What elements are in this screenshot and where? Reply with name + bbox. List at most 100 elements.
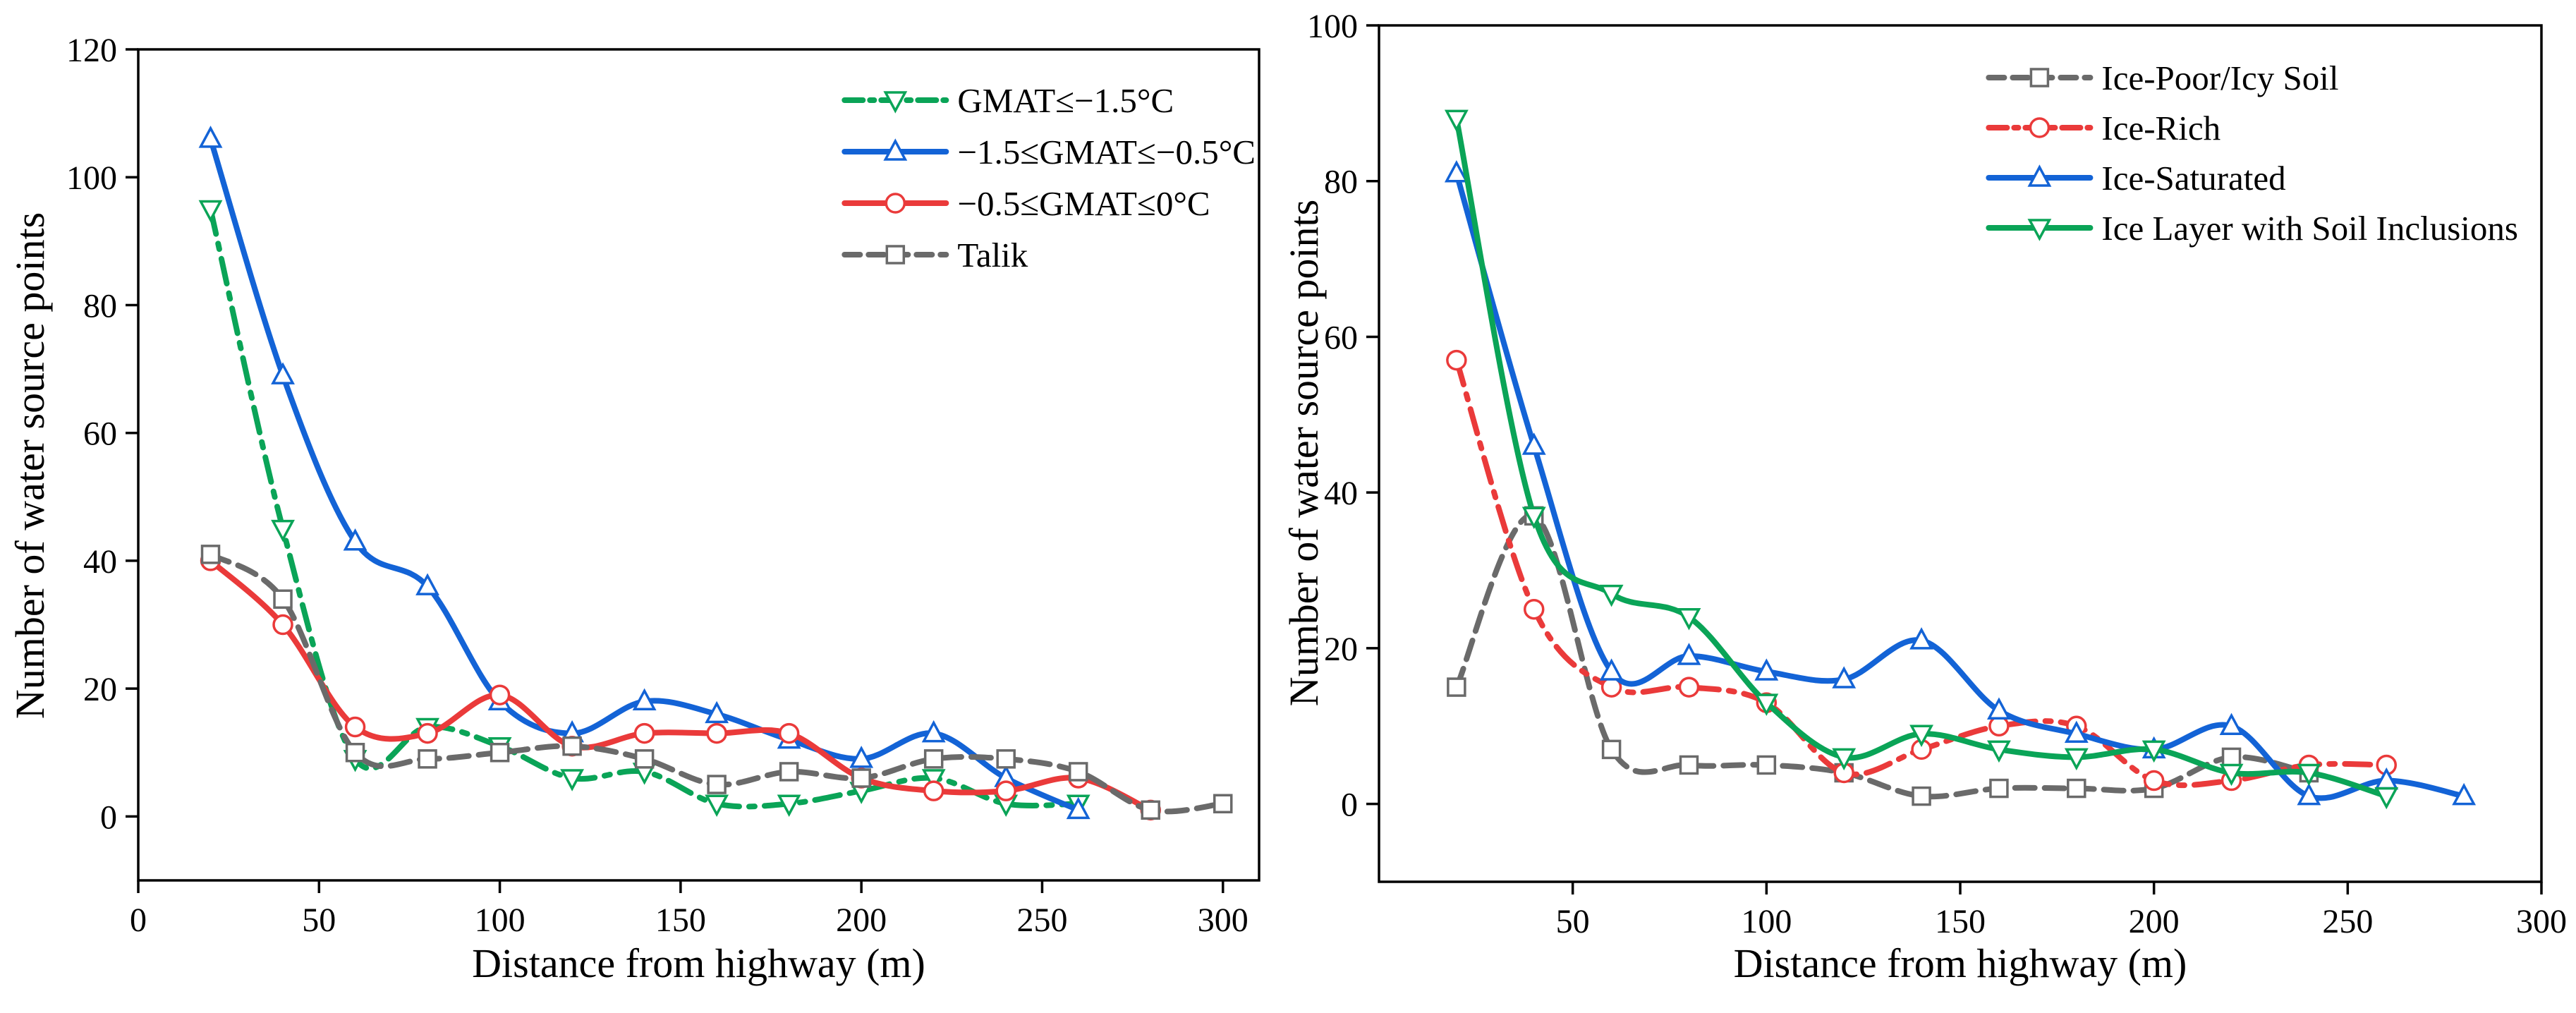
data-point: [2064, 720, 2089, 744]
left-chart-panel: 0 50 100 150 200 250 300 0 20 40 60 80 100 120 Distanc…: [7, 32, 1260, 986]
x-tick-label: 200: [836, 902, 887, 939]
x-tick-label: 100: [475, 902, 525, 939]
data-point: [1141, 800, 1160, 820]
data-point: [418, 749, 437, 769]
data-point: [706, 722, 727, 744]
data-point: [562, 736, 582, 756]
data-point: [2219, 712, 2244, 736]
data-point: [2141, 740, 2166, 763]
x-tick-label: 200: [2129, 903, 2180, 940]
legend-label: Ice-Saturated: [2101, 159, 2285, 198]
data-point: [490, 743, 510, 763]
y-axis-title: Number of water source points: [7, 212, 53, 719]
data-point: [271, 362, 295, 384]
data-point: [632, 688, 657, 711]
data-point: [1213, 794, 1233, 814]
data-point: [2067, 778, 2086, 799]
data-point: [1912, 786, 1931, 806]
y-tick-label: 60: [1324, 319, 1358, 356]
legend-marker: [2029, 117, 2051, 138]
data-point: [705, 700, 729, 724]
data-point: [1989, 778, 2009, 799]
y-tick-label: 40: [83, 543, 117, 581]
legend-label: Ice-Poor/Icy Soil: [2101, 59, 2338, 97]
series-3: [1444, 159, 2477, 806]
data-point: [1987, 740, 2011, 763]
data-point: [1678, 677, 1700, 698]
data-point: [995, 780, 1016, 801]
data-point: [1677, 643, 1701, 665]
data-point: [1679, 755, 1699, 775]
data-point: [415, 573, 439, 595]
data-point: [2452, 782, 2477, 806]
data-point: [345, 743, 365, 763]
data-point: [1756, 755, 1777, 775]
series-4: [200, 545, 1233, 820]
data-point: [417, 722, 438, 744]
plot-frame: [137, 48, 1260, 882]
y-tick-label: 120: [66, 32, 117, 69]
data-point: [198, 200, 223, 223]
y-tick-label: 40: [1324, 475, 1358, 512]
legend-label: Ice-Rich: [2101, 109, 2220, 147]
data-point: [851, 768, 871, 788]
data-point: [1444, 109, 1469, 133]
series-3: [200, 550, 1161, 821]
data-point: [777, 794, 801, 817]
legend: Ice-Poor/Icy Soil Ice-Rich Ice-Saturated Ic…: [1986, 59, 2518, 248]
data-point: [2221, 747, 2242, 768]
x-tick-label: 0: [130, 902, 147, 939]
data-point: [1909, 724, 1933, 748]
data-point: [779, 762, 799, 782]
data-point: [921, 769, 946, 791]
data-point: [705, 794, 729, 817]
data-point: [344, 716, 366, 738]
data-point: [1599, 584, 1624, 607]
x-tick-label: 250: [2322, 903, 2373, 940]
data-point: [2297, 782, 2321, 806]
data-point: [634, 749, 655, 769]
data-point: [1523, 598, 1545, 620]
data-point: [1601, 739, 1622, 760]
data-point: [1447, 677, 1466, 697]
x-tick-label: 250: [1016, 902, 1067, 939]
legend-label: Talik: [957, 236, 1028, 274]
series-4: [1444, 109, 2399, 810]
series-2: [198, 126, 1090, 820]
series-line: [207, 135, 1081, 813]
data-point: [1832, 666, 1857, 689]
data-point: [1832, 748, 1857, 771]
x-tick-label: 150: [1935, 903, 1986, 940]
data-point: [849, 746, 874, 768]
data-point: [1446, 349, 1467, 371]
data-point: [2219, 763, 2244, 787]
data-point: [1066, 796, 1090, 820]
x-tick-label: 150: [655, 902, 706, 939]
data-point: [1909, 627, 1933, 650]
data-point: [343, 528, 367, 551]
data-point: [1754, 658, 1779, 681]
legend-label: −1.5≤GMAT≤−0.5°C: [957, 133, 1256, 171]
data-point: [200, 545, 221, 564]
data-point: [1068, 762, 1088, 782]
data-point: [1988, 715, 2010, 737]
data-point: [2374, 787, 2399, 810]
data-point: [2143, 770, 2165, 791]
data-point: [1754, 693, 1779, 716]
series-line: [1453, 116, 2390, 799]
y-tick-label: 80: [1324, 164, 1358, 201]
data-point: [923, 749, 944, 769]
data-point: [921, 720, 946, 743]
y-tick-label: 0: [100, 799, 117, 836]
y-axis-title: Number of water source points: [1281, 200, 1327, 706]
series-line: [1453, 170, 2467, 801]
data-point: [272, 614, 293, 636]
legend: GMAT≤−1.5°C −1.5≤GMAT≤−0.5°C −0.5≤GMAT≤0°C…: [842, 81, 1256, 274]
data-point: [560, 769, 585, 791]
legend-marker: [885, 193, 906, 214]
data-point: [1521, 506, 1546, 529]
data-point: [996, 749, 1016, 769]
series-line: [1453, 357, 2390, 789]
y-tick-label: 80: [83, 287, 117, 324]
x-tick-label: 100: [1741, 903, 1792, 940]
